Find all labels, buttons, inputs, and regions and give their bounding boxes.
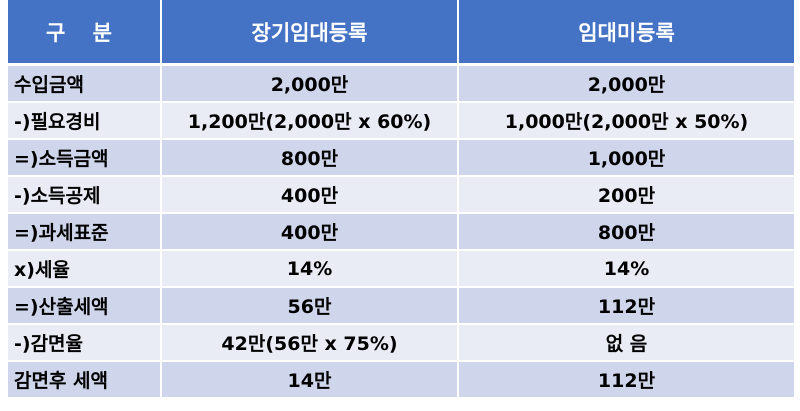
- long-term-value: 14%: [160, 250, 459, 288]
- unregistered-value: 1,000만(2,000만 x 50%): [457, 102, 796, 140]
- row-label: =)산출세액: [6, 287, 162, 325]
- unregistered-value: 2,000만: [457, 64, 796, 103]
- tax-comparison-table: 구 분 장기임대등록 임대미등록 수입금액 2,000만 2,000만 -)필요…: [6, 0, 796, 399]
- table-row: =)소득금액 800만 1,000만: [6, 139, 796, 177]
- header-long-term-registered: 장기임대등록: [160, 0, 459, 66]
- long-term-value: 14만: [160, 361, 459, 399]
- row-label: 감면후 세액: [6, 361, 162, 399]
- header-category: 구 분: [6, 0, 162, 66]
- table-row: =)과세표준 400만 800만: [6, 213, 796, 251]
- header-row: 구 분 장기임대등록 임대미등록: [6, 0, 796, 66]
- table-row: -)필요경비 1,200만(2,000만 x 60%) 1,000만(2,000…: [6, 102, 796, 140]
- row-label: -)필요경비: [6, 102, 162, 140]
- row-label: 수입금액: [6, 64, 162, 103]
- row-label: -)감면율: [6, 324, 162, 362]
- long-term-value: 42만(56만 x 75%): [160, 324, 459, 362]
- unregistered-value: 112만: [457, 361, 796, 399]
- long-term-value: 56만: [160, 287, 459, 325]
- long-term-value: 1,200만(2,000만 x 60%): [160, 102, 459, 140]
- table-row: 수입금액 2,000만 2,000만: [6, 64, 796, 103]
- row-label: -)소득공제: [6, 176, 162, 214]
- unregistered-value: 800만: [457, 213, 796, 251]
- table-row: =)산출세액 56만 112만: [6, 287, 796, 325]
- unregistered-value: 14%: [457, 250, 796, 288]
- table-row: 감면후 세액 14만 112만: [6, 361, 796, 399]
- long-term-value: 800만: [160, 139, 459, 177]
- table-row: -)소득공제 400만 200만: [6, 176, 796, 214]
- table-body: 수입금액 2,000만 2,000만 -)필요경비 1,200만(2,000만 …: [6, 64, 796, 399]
- table-row: -)감면율 42만(56만 x 75%) 없 음: [6, 324, 796, 362]
- table-header: 구 분 장기임대등록 임대미등록: [6, 0, 796, 66]
- header-unregistered: 임대미등록: [457, 0, 796, 66]
- row-label: x)세율: [6, 250, 162, 288]
- unregistered-value: 112만: [457, 287, 796, 325]
- long-term-value: 2,000만: [160, 64, 459, 103]
- row-label: =)과세표준: [6, 213, 162, 251]
- unregistered-value: 200만: [457, 176, 796, 214]
- unregistered-value: 없 음: [457, 324, 796, 362]
- row-label: =)소득금액: [6, 139, 162, 177]
- table-row: x)세율 14% 14%: [6, 250, 796, 288]
- unregistered-value: 1,000만: [457, 139, 796, 177]
- long-term-value: 400만: [160, 176, 459, 214]
- long-term-value: 400만: [160, 213, 459, 251]
